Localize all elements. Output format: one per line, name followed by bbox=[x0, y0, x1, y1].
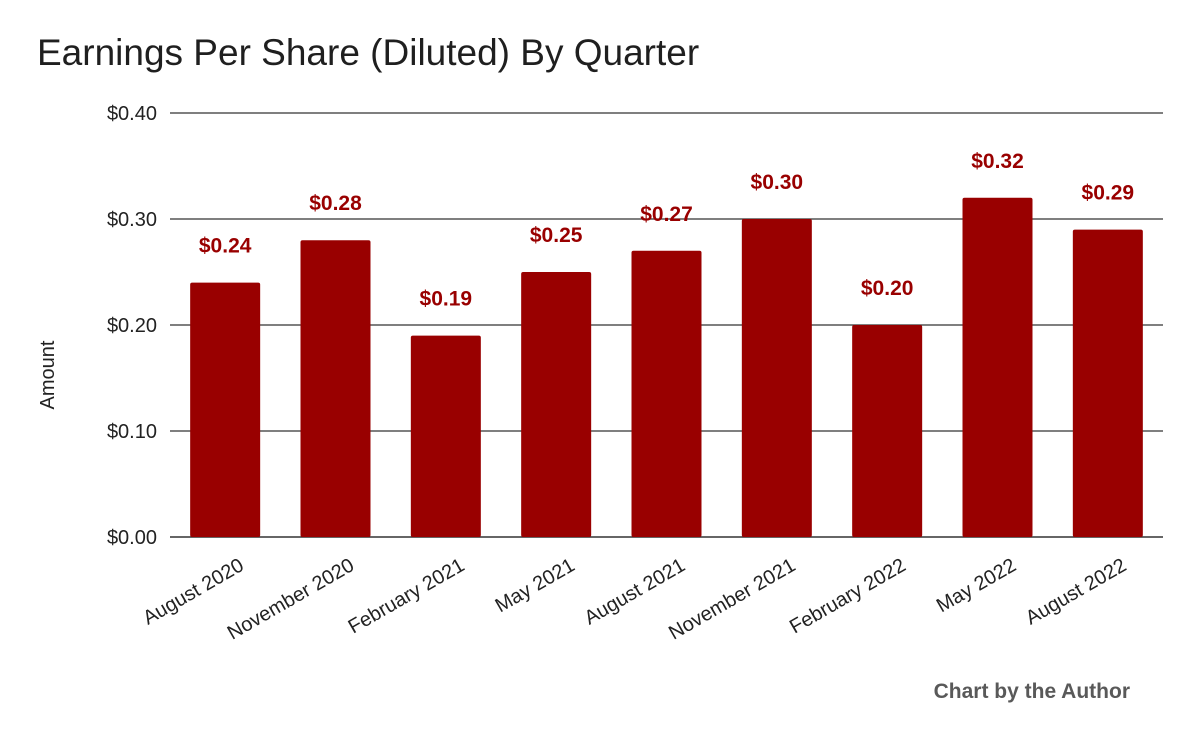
x-tick-label: August 2021 bbox=[581, 554, 689, 629]
y-axis-title: Amount bbox=[37, 340, 59, 409]
data-label: $0.28 bbox=[309, 192, 362, 215]
data-label: $0.27 bbox=[640, 203, 693, 226]
bar bbox=[410, 335, 481, 537]
bar bbox=[1072, 229, 1143, 537]
x-tick-label: August 2022 bbox=[1022, 554, 1130, 629]
y-tick-label: $0.40 bbox=[107, 103, 157, 125]
bar bbox=[852, 325, 923, 537]
chart-title: Earnings Per Share (Diluted) By Quarter bbox=[37, 32, 700, 73]
y-axis-tick-labels: $0.00 $0.10 $0.20 $0.30 $0.40 bbox=[107, 103, 157, 549]
bars bbox=[190, 197, 1143, 538]
x-tick-label: February 2022 bbox=[786, 554, 910, 638]
y-tick-label: $0.10 bbox=[107, 421, 157, 443]
bar bbox=[631, 250, 702, 538]
y-tick-label: $0.00 bbox=[107, 527, 157, 549]
bar bbox=[300, 240, 371, 537]
data-label: $0.20 bbox=[861, 277, 914, 300]
x-tick-label: February 2021 bbox=[345, 554, 469, 638]
bar bbox=[190, 282, 261, 537]
chart-credit: Chart by the Author bbox=[933, 680, 1130, 703]
data-label: $0.19 bbox=[420, 288, 473, 311]
data-label: $0.32 bbox=[971, 150, 1024, 173]
x-tick-label: May 2022 bbox=[933, 554, 1020, 617]
bar bbox=[962, 197, 1033, 538]
x-tick-label: May 2021 bbox=[492, 554, 579, 617]
x-tick-label: August 2020 bbox=[139, 554, 247, 629]
bar bbox=[741, 219, 812, 537]
y-tick-label: $0.30 bbox=[107, 209, 157, 231]
data-label: $0.25 bbox=[530, 224, 583, 247]
y-tick-label: $0.20 bbox=[107, 315, 157, 337]
data-label: $0.29 bbox=[1082, 182, 1135, 205]
data-labels: $0.24 $0.28 $0.19 $0.25 $0.27 $0.30 $0.20 $0.32… bbox=[199, 150, 1134, 311]
data-label: $0.30 bbox=[751, 171, 804, 194]
data-label: $0.24 bbox=[199, 235, 252, 258]
bar bbox=[521, 272, 592, 537]
